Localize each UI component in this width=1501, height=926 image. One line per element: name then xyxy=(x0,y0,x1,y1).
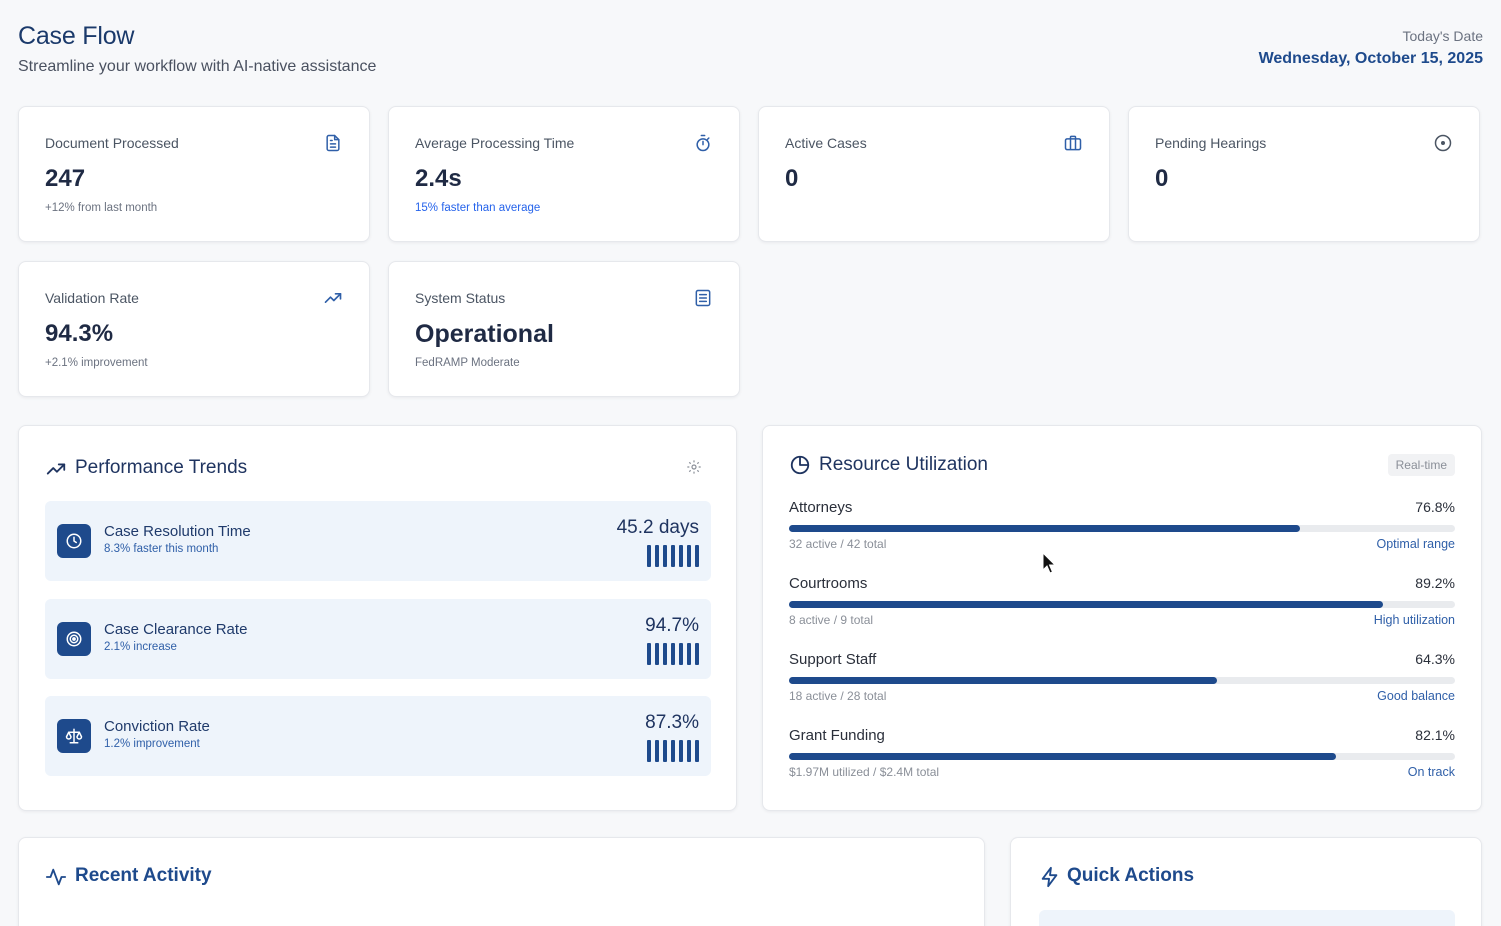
panel-title: Recent Activity xyxy=(75,865,212,886)
pie-chart-icon xyxy=(790,455,810,475)
progress-track xyxy=(789,677,1455,684)
metric-sub: 8.3% faster this month xyxy=(104,543,219,555)
resource-percent: 82.1% xyxy=(1415,727,1455,743)
stat-label: Document Processed xyxy=(45,135,179,151)
page-header: Case Flow Streamline your workflow with … xyxy=(18,22,1483,82)
scales-icon xyxy=(65,728,83,744)
resource-percent: 64.3% xyxy=(1415,651,1455,667)
resource-status: On track xyxy=(1407,765,1455,779)
progress-fill xyxy=(789,677,1218,684)
trending-up-icon xyxy=(46,463,66,475)
metric-name: Conviction Rate xyxy=(104,718,210,735)
quick-actions-panel: Quick Actions xyxy=(1010,837,1482,926)
metric-name: Case Resolution Time xyxy=(104,523,251,540)
metric-value: 94.7% xyxy=(645,615,699,636)
resource-attorneys: Attorneys 76.8% 32 active / 42 total Opt… xyxy=(789,499,1455,569)
resource-detail: 18 active / 28 total xyxy=(789,689,887,703)
app-subtitle: Streamline your workflow with AI-native … xyxy=(18,58,377,75)
metric-sub: 1.2% improvement xyxy=(104,738,200,750)
progress-track xyxy=(789,753,1455,760)
panel-title: Quick Actions xyxy=(1067,865,1195,886)
metric-name: Case Clearance Rate xyxy=(104,621,248,638)
resource-grant-funding: Grant Funding 82.1% $1.97M utilized / $2… xyxy=(789,727,1455,797)
trending-up-icon xyxy=(324,293,342,303)
lightning-icon xyxy=(1041,866,1058,888)
clock-circle-icon xyxy=(1434,134,1452,152)
stat-note: +12% from last month xyxy=(45,202,158,214)
app-title: Case Flow xyxy=(18,22,135,50)
resource-support-staff: Support Staff 64.3% 18 active / 28 total… xyxy=(789,651,1455,721)
gear-icon[interactable] xyxy=(686,459,702,475)
resource-status: High utilization xyxy=(1373,613,1455,627)
metric-row-resolution-time[interactable]: Case Resolution Time 8.3% faster this mo… xyxy=(45,501,711,581)
mini-bars xyxy=(647,545,699,567)
resource-courtrooms: Courtrooms 89.2% 8 active / 9 total High… xyxy=(789,575,1455,645)
resource-percent: 89.2% xyxy=(1415,575,1455,591)
quick-action-button[interactable] xyxy=(1039,910,1455,926)
briefcase-icon xyxy=(1064,135,1082,151)
list-document-icon xyxy=(695,289,711,307)
stat-note: +2.1% improvement xyxy=(45,357,148,369)
resource-detail: 8 active / 9 total xyxy=(789,613,874,627)
recent-activity-panel: Recent Activity xyxy=(18,837,985,926)
resource-status: Good balance xyxy=(1377,689,1455,703)
progress-track xyxy=(789,601,1455,608)
resource-utilization-panel: Resource Utilization Real-time Attorneys… xyxy=(762,425,1482,811)
stat-label: Validation Rate xyxy=(45,290,139,306)
stat-value: 94.3% xyxy=(45,320,114,347)
stat-value: 2.4s xyxy=(415,165,462,192)
stat-label: Pending Hearings xyxy=(1155,135,1267,151)
stat-note: 15% faster than average xyxy=(415,202,541,214)
stat-value: 0 xyxy=(785,165,799,192)
progress-track xyxy=(789,525,1455,532)
resource-detail: 32 active / 42 total xyxy=(789,537,887,551)
resource-detail: $1.97M utilized / $2.4M total xyxy=(789,765,940,779)
metric-value: 45.2 days xyxy=(616,517,699,538)
mini-bars xyxy=(647,740,699,762)
stat-card-processing-time[interactable]: Average Processing Time 2.4s 15% faster … xyxy=(388,106,740,242)
panel-title: Performance Trends xyxy=(75,457,248,478)
stopwatch-icon xyxy=(696,134,710,152)
resource-name: Grant Funding xyxy=(789,727,885,744)
mouse-cursor-icon xyxy=(1042,552,1057,574)
resource-percent: 76.8% xyxy=(1415,499,1455,515)
stat-label: Average Processing Time xyxy=(415,135,575,151)
progress-fill xyxy=(789,525,1301,532)
metric-icon-box xyxy=(57,719,91,753)
stat-card-system-status[interactable]: System Status Operational FedRAMP Modera… xyxy=(388,261,740,397)
date-label: Today's Date xyxy=(1402,28,1484,44)
performance-trends-panel: Performance Trends Case Resolution Time … xyxy=(18,425,737,811)
stat-label: System Status xyxy=(415,290,506,306)
metric-value: 87.3% xyxy=(645,712,699,733)
stat-value: Operational xyxy=(415,320,554,348)
stat-value: 247 xyxy=(45,165,86,192)
resource-name: Attorneys xyxy=(789,499,853,516)
metric-row-conviction-rate[interactable]: Conviction Rate 1.2% improvement 87.3% xyxy=(45,696,711,776)
stat-label: Active Cases xyxy=(785,135,867,151)
stat-card-pending-hearings[interactable]: Pending Hearings 0 xyxy=(1128,106,1480,242)
stat-note: FedRAMP Moderate xyxy=(415,357,520,369)
stat-card-documents[interactable]: Document Processed 247 +12% from last mo… xyxy=(18,106,370,242)
activity-icon xyxy=(45,868,67,886)
stat-value: 0 xyxy=(1155,165,1169,192)
date-value: Wednesday, October 15, 2025 xyxy=(1258,50,1483,67)
progress-fill xyxy=(789,601,1384,608)
stat-card-active-cases[interactable]: Active Cases 0 xyxy=(758,106,1110,242)
progress-fill xyxy=(789,753,1336,760)
resource-name: Courtrooms xyxy=(789,575,868,592)
date-block: Today's Date Wednesday, October 15, 2025 xyxy=(1259,28,1483,68)
stat-card-validation-rate[interactable]: Validation Rate 94.3% +2.1% improvement xyxy=(18,261,370,397)
resource-status: Optimal range xyxy=(1376,537,1455,551)
target-icon xyxy=(66,631,82,647)
metric-icon-box xyxy=(57,622,91,656)
mini-bars xyxy=(647,643,699,665)
metric-row-clearance-rate[interactable]: Case Clearance Rate 2.1% increase 94.7% xyxy=(45,599,711,679)
metric-sub: 2.1% increase xyxy=(104,641,177,653)
realtime-badge: Real-time xyxy=(1387,454,1455,476)
panel-title: Resource Utilization xyxy=(819,454,988,475)
resource-name: Support Staff xyxy=(789,651,877,668)
document-icon xyxy=(326,134,340,152)
metric-icon-box xyxy=(57,524,91,558)
clock-icon xyxy=(66,533,82,549)
